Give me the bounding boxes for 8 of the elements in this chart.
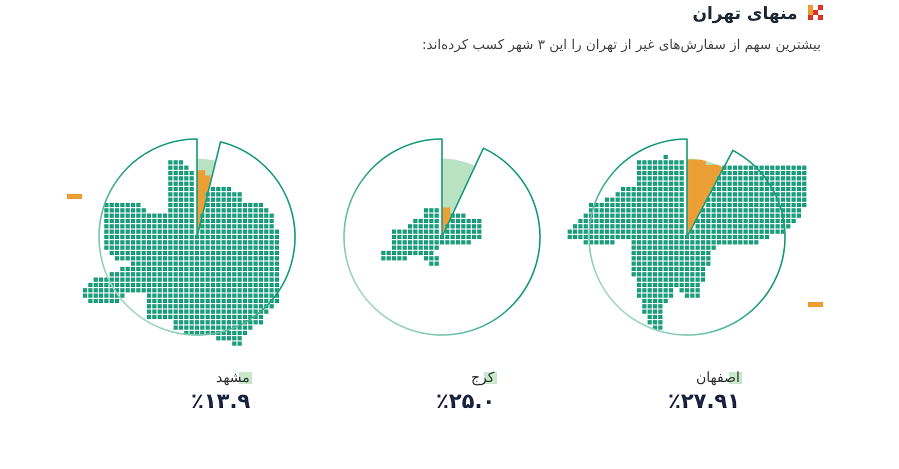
data-label: ٪۲۵.۰ [436,389,496,413]
text: بیشترین سهم از سفارش‌های غیر از تهران را این ۳ شهر کسب کرده‌اند: [422,37,821,53]
category-label: کرج [471,370,495,386]
data-label: ٪۱۳.۹ [191,389,250,413]
category-label: اصفهان [696,370,740,386]
data-label: ٪۲۷.۹۱ [668,389,740,413]
category-label: مشهد [216,370,250,386]
text: منهای تهران [692,4,798,24]
